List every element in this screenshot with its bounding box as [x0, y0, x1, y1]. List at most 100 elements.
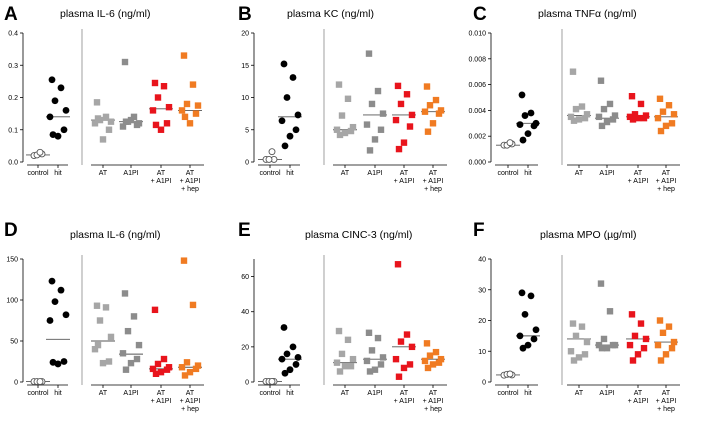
data-point [392, 116, 400, 124]
x-tick-label: + hep [424, 406, 442, 413]
data-point [151, 306, 159, 314]
x-tick-label: AT [400, 390, 409, 397]
data-point [194, 362, 202, 369]
data-point [628, 311, 636, 318]
data-point [278, 355, 286, 363]
data-point [127, 116, 135, 124]
data-point [102, 113, 110, 121]
data-point [575, 354, 583, 361]
data-point [437, 355, 445, 363]
data-point [189, 301, 197, 309]
data-point [597, 77, 605, 84]
data-point [406, 123, 414, 130]
y-tick-label: 0.3 [8, 63, 18, 70]
data-point [49, 358, 57, 366]
data-point [598, 122, 606, 130]
data-point [519, 344, 527, 352]
data-point [124, 327, 132, 335]
data-point [665, 102, 673, 109]
data-point [107, 333, 115, 341]
data-point [377, 361, 385, 368]
y-tick-label: 40 [241, 309, 249, 316]
data-point [51, 298, 59, 306]
data-point [292, 126, 300, 134]
data-point [178, 364, 186, 371]
data-point [344, 336, 352, 344]
group-a1pi: A1PI [363, 50, 387, 177]
data-point [400, 364, 408, 372]
data-point [429, 120, 437, 127]
data-point [603, 118, 611, 126]
data-point [656, 317, 664, 324]
y-tick-label: 0.1 [8, 127, 18, 134]
x-tick-label: + hep [657, 406, 675, 413]
x-tick-label: + hep [424, 186, 442, 193]
data-point [609, 116, 617, 123]
y-tick-label: 40 [478, 257, 486, 264]
data-point [152, 370, 160, 377]
data-point [394, 82, 402, 90]
data-point [600, 335, 608, 343]
data-point [421, 357, 429, 365]
group-at-a1pi: AT+ A1PI [149, 79, 173, 185]
panel-letter: D [4, 220, 18, 241]
data-point [637, 100, 645, 108]
data-point [341, 362, 349, 370]
data-point [668, 344, 676, 352]
data-point [424, 128, 432, 135]
data-point [192, 365, 200, 373]
data-point [519, 136, 527, 144]
data-point [289, 343, 297, 351]
group-hit: hit [278, 60, 302, 177]
data-point [659, 108, 667, 115]
data-point [294, 111, 302, 119]
data-point [397, 100, 405, 108]
data-point [338, 350, 346, 358]
data-point [654, 114, 662, 122]
data-point [105, 358, 113, 365]
data-point [130, 113, 138, 121]
data-point [527, 292, 535, 300]
data-point [527, 109, 535, 117]
data-point [400, 139, 408, 146]
x-tick-label: AT [341, 390, 350, 397]
y-tick-label: 0.006 [468, 82, 486, 89]
data-point [394, 261, 402, 268]
group-hit: hit [46, 277, 70, 397]
x-tick-label: hit [54, 390, 61, 397]
data-point [165, 103, 173, 111]
data-point [133, 355, 141, 363]
data-point [60, 126, 68, 134]
x-tick-label: AT [157, 390, 166, 397]
y-tick-label: 0.008 [468, 56, 486, 63]
data-point [157, 368, 165, 376]
data-point [662, 351, 670, 358]
panel-title: plasma IL-6 (ng/ml) [60, 8, 150, 20]
data-point [268, 378, 276, 385]
data-point [130, 313, 138, 320]
group-at: AT [567, 68, 591, 177]
panel-letter: F [473, 220, 485, 241]
data-point [192, 110, 200, 117]
data-point [631, 111, 639, 118]
x-tick-label: + hep [657, 186, 675, 193]
data-point [363, 121, 371, 128]
group-at-a1pi: AT+ A1PI [149, 306, 173, 405]
x-tick-label: + A1PI [656, 398, 677, 405]
x-tick-label: + A1PI [180, 398, 201, 405]
data-point [532, 326, 540, 334]
data-point [363, 357, 371, 365]
data-point [48, 277, 56, 285]
data-point [567, 348, 575, 355]
panel-title: plasma MPO (µg/ml) [540, 229, 636, 241]
group-a1pi: A1PI [363, 329, 387, 397]
x-tick-label: AT [186, 390, 195, 397]
data-point [583, 111, 591, 118]
x-tick-label: A1PI [599, 170, 614, 177]
group-at-a1pi: AT+ A1PI [626, 93, 650, 185]
x-tick-label: AT [634, 390, 643, 397]
data-point [506, 139, 514, 147]
group-control: control [26, 378, 50, 397]
x-tick-label: + A1PI [656, 178, 677, 185]
